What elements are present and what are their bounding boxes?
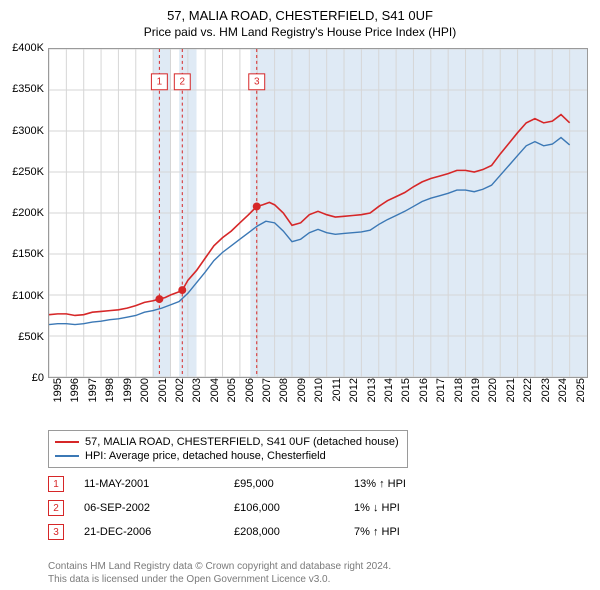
x-tick-label: 2025 bbox=[575, 378, 587, 418]
marker-badge-label: 3 bbox=[254, 76, 260, 87]
x-tick-label: 2024 bbox=[557, 378, 569, 418]
x-tick-label: 2012 bbox=[348, 378, 360, 418]
marker-badge-label: 1 bbox=[157, 76, 163, 87]
legend-label: HPI: Average price, detached house, Ches… bbox=[85, 450, 326, 462]
y-tick-label: £350K bbox=[12, 83, 44, 95]
footer-attribution: Contains HM Land Registry data © Crown c… bbox=[48, 560, 391, 586]
x-tick-label: 2002 bbox=[174, 378, 186, 418]
x-tick-label: 2019 bbox=[470, 378, 482, 418]
sale-date: 06-SEP-2002 bbox=[84, 502, 194, 514]
x-tick-label: 2015 bbox=[400, 378, 412, 418]
y-tick-label: £150K bbox=[12, 248, 44, 260]
legend-label: 57, MALIA ROAD, CHESTERFIELD, S41 0UF (d… bbox=[85, 436, 399, 448]
sale-delta: 13% ↑ HPI bbox=[354, 478, 444, 490]
y-tick-label: £50K bbox=[18, 331, 44, 343]
y-tick-label: £300K bbox=[12, 125, 44, 137]
x-tick-label: 2017 bbox=[435, 378, 447, 418]
footer-line-1: Contains HM Land Registry data © Crown c… bbox=[48, 560, 391, 573]
x-tick-label: 2001 bbox=[157, 378, 169, 418]
sale-row: 3 21-DEC-2006 £208,000 7% ↑ HPI bbox=[48, 520, 444, 544]
legend-item: 57, MALIA ROAD, CHESTERFIELD, S41 0UF (d… bbox=[55, 435, 401, 449]
x-tick-label: 2014 bbox=[383, 378, 395, 418]
legend-swatch bbox=[55, 455, 79, 457]
x-tick-label: 2003 bbox=[191, 378, 203, 418]
marker-dot bbox=[253, 202, 261, 210]
y-tick-label: £250K bbox=[12, 166, 44, 178]
y-tick-label: £400K bbox=[12, 42, 44, 54]
x-tick-label: 2005 bbox=[226, 378, 238, 418]
marker-dot bbox=[178, 286, 186, 294]
legend: 57, MALIA ROAD, CHESTERFIELD, S41 0UF (d… bbox=[48, 430, 408, 468]
legend-item: HPI: Average price, detached house, Ches… bbox=[55, 449, 401, 463]
chart-svg: 1 2 3 bbox=[49, 49, 587, 377]
x-tick-label: 2016 bbox=[418, 378, 430, 418]
sale-price: £208,000 bbox=[234, 526, 314, 538]
legend-swatch bbox=[55, 441, 79, 443]
x-tick-label: 2020 bbox=[487, 378, 499, 418]
sale-badge: 2 bbox=[48, 500, 64, 516]
x-tick-label: 2000 bbox=[139, 378, 151, 418]
x-tick-label: 1998 bbox=[104, 378, 116, 418]
chart-title: 57, MALIA ROAD, CHESTERFIELD, S41 0UF bbox=[0, 0, 600, 23]
x-tick-label: 2023 bbox=[540, 378, 552, 418]
plot-area: 1 2 3 bbox=[48, 48, 588, 378]
y-tick-label: £100K bbox=[12, 290, 44, 302]
marker-badge-label: 2 bbox=[180, 76, 186, 87]
x-tick-label: 2021 bbox=[505, 378, 517, 418]
footer-line-2: This data is licensed under the Open Gov… bbox=[48, 573, 391, 586]
x-tick-label: 2008 bbox=[278, 378, 290, 418]
marker-dot bbox=[155, 295, 163, 303]
x-tick-label: 1997 bbox=[87, 378, 99, 418]
sale-delta: 1% ↓ HPI bbox=[354, 502, 444, 514]
x-tick-label: 2022 bbox=[522, 378, 534, 418]
sale-row: 2 06-SEP-2002 £106,000 1% ↓ HPI bbox=[48, 496, 444, 520]
chart-container: 57, MALIA ROAD, CHESTERFIELD, S41 0UF Pr… bbox=[0, 0, 600, 590]
sales-table: 1 11-MAY-2001 £95,000 13% ↑ HPI 2 06-SEP-2002… bbox=[48, 472, 444, 544]
x-tick-label: 2011 bbox=[331, 378, 343, 418]
sale-row: 1 11-MAY-2001 £95,000 13% ↑ HPI bbox=[48, 472, 444, 496]
x-tick-label: 2004 bbox=[209, 378, 221, 418]
x-tick-label: 2006 bbox=[244, 378, 256, 418]
y-tick-label: £0 bbox=[32, 372, 44, 384]
sale-date: 21-DEC-2006 bbox=[84, 526, 194, 538]
sale-delta: 7% ↑ HPI bbox=[354, 526, 444, 538]
sale-badge: 3 bbox=[48, 524, 64, 540]
x-tick-label: 1999 bbox=[122, 378, 134, 418]
chart-subtitle: Price paid vs. HM Land Registry's House … bbox=[0, 23, 600, 45]
x-tick-label: 1995 bbox=[52, 378, 64, 418]
sale-price: £95,000 bbox=[234, 478, 314, 490]
x-tick-label: 1996 bbox=[69, 378, 81, 418]
sale-date: 11-MAY-2001 bbox=[84, 478, 194, 490]
y-tick-label: £200K bbox=[12, 207, 44, 219]
x-tick-label: 2010 bbox=[313, 378, 325, 418]
x-tick-label: 2009 bbox=[296, 378, 308, 418]
sale-badge: 1 bbox=[48, 476, 64, 492]
x-tick-label: 2018 bbox=[453, 378, 465, 418]
x-tick-label: 2007 bbox=[261, 378, 273, 418]
x-tick-label: 2013 bbox=[366, 378, 378, 418]
sale-price: £106,000 bbox=[234, 502, 314, 514]
